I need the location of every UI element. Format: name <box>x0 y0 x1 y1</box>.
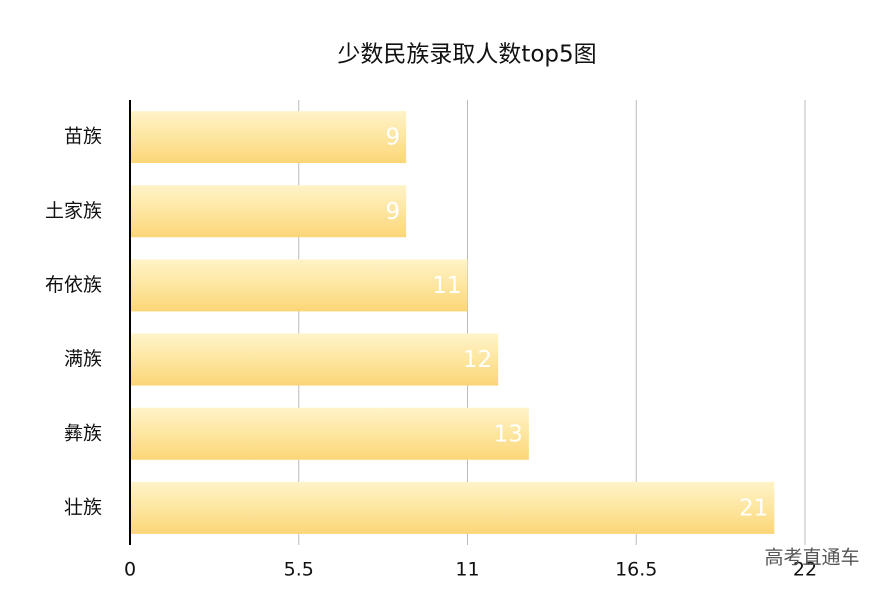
y-tick-label: 土家族 <box>45 200 102 222</box>
bar <box>130 407 529 460</box>
x-tick-label: 11 <box>455 559 479 581</box>
watermark: 高考直通车 <box>764 547 859 569</box>
value-label: 12 <box>463 347 492 373</box>
value-label: 9 <box>385 125 400 151</box>
x-tick-label: 0 <box>124 559 136 581</box>
value-label: 9 <box>385 199 400 225</box>
chart-title: 少数民族录取人数top5图 <box>337 42 596 68</box>
x-tick-label: 22 <box>793 559 817 581</box>
value-label: 11 <box>432 273 461 299</box>
y-tick-label: 满族 <box>64 348 102 370</box>
bar <box>130 259 468 312</box>
y-tick-label: 苗族 <box>64 126 102 148</box>
x-tick-label: 5.5 <box>284 559 314 581</box>
y-tick-label: 壮族 <box>64 496 102 518</box>
bar <box>130 185 407 238</box>
bar <box>130 333 499 386</box>
bar <box>130 111 407 164</box>
value-label: 21 <box>739 495 768 521</box>
y-tick-label: 布依族 <box>45 274 102 296</box>
x-tick-label: 16.5 <box>615 559 657 581</box>
y-tick-label: 彝族 <box>64 422 102 444</box>
bar <box>130 481 775 534</box>
value-label: 13 <box>494 421 523 447</box>
